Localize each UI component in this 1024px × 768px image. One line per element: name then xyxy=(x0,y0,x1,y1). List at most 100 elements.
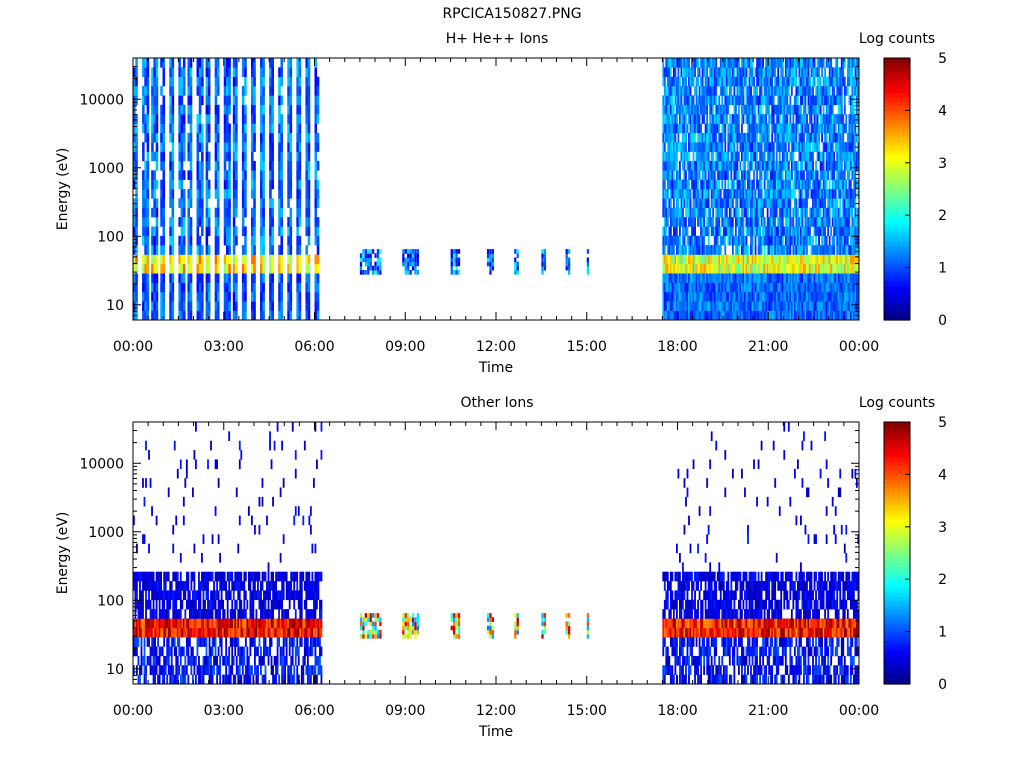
spectrogram-cell xyxy=(665,86,668,96)
spectrogram-cell xyxy=(792,254,795,265)
spectrogram-cell xyxy=(736,301,739,311)
y-tick-label: 10000 xyxy=(79,92,124,108)
spectrogram-cell xyxy=(733,263,736,274)
spectrogram-cell xyxy=(759,67,761,78)
spectrogram-cell xyxy=(707,142,710,152)
spectrogram-cell xyxy=(207,151,211,162)
spectrogram-cell xyxy=(786,263,789,274)
spectrogram-cell xyxy=(695,207,698,218)
spectrogram-cell xyxy=(235,301,238,311)
spectrogram-cell xyxy=(846,282,849,293)
spectrogram-cell xyxy=(719,291,722,302)
spectrogram-cell xyxy=(669,301,672,311)
spectrogram-cell xyxy=(765,189,768,199)
spectrogram-cell xyxy=(694,104,696,115)
spectrogram-cell xyxy=(135,170,138,180)
spectrogram-cell xyxy=(305,151,308,162)
spectrogram-cell xyxy=(694,310,696,321)
spectrogram-cell xyxy=(790,104,793,115)
spectrogram-cell xyxy=(790,310,793,321)
spectrogram-cell xyxy=(296,151,299,162)
spectrogram-cell xyxy=(809,132,811,143)
spectrogram-cell xyxy=(514,257,517,263)
spectrogram-cell xyxy=(800,273,802,283)
spectrogram-cell xyxy=(807,142,810,152)
spectrogram-cell xyxy=(136,543,138,554)
spectrogram-cell xyxy=(171,151,175,162)
spectrogram-cell xyxy=(816,58,819,68)
spectrogram-cell xyxy=(798,198,801,209)
spectrogram-cell xyxy=(839,207,842,218)
spectrogram-cell xyxy=(703,207,706,218)
spectrogram-cell xyxy=(207,179,211,190)
spectrogram-cell xyxy=(407,269,410,275)
spectrogram-cell xyxy=(728,291,731,302)
spectrogram-cell xyxy=(241,207,245,218)
spectrogram-cell xyxy=(816,301,819,311)
spectrogram-cell xyxy=(738,86,740,96)
spectrogram-cell xyxy=(688,282,690,293)
spectrogram-cell xyxy=(682,151,684,162)
spectrogram-cell xyxy=(769,151,772,162)
spectrogram-cell xyxy=(765,123,768,134)
spectrogram-cell xyxy=(724,291,727,302)
spectrogram-cell xyxy=(789,263,792,274)
spectrogram-cell xyxy=(819,207,822,218)
spectrogram-cell xyxy=(813,273,816,283)
spectrogram-cell xyxy=(695,310,698,321)
spectrogram-cell xyxy=(162,282,166,293)
spectrogram-cell xyxy=(703,132,706,143)
spectrogram-cell xyxy=(171,310,175,321)
spectrogram-cell xyxy=(715,217,718,227)
spectrogram-cell xyxy=(307,254,311,265)
spectrogram-cell xyxy=(713,245,716,255)
spectrogram-cell xyxy=(226,235,229,246)
spectrogram-cell xyxy=(216,132,220,143)
spectrogram-cell xyxy=(783,76,786,87)
spectrogram-cell xyxy=(721,263,724,274)
spectrogram-cell xyxy=(271,123,274,134)
spectrogram-cell xyxy=(713,301,716,311)
spectrogram-cell xyxy=(851,245,854,255)
spectrogram-cell xyxy=(153,263,156,274)
spectrogram-cell xyxy=(741,67,743,78)
spectrogram-cell xyxy=(663,170,666,180)
spectrogram-cell xyxy=(677,86,680,96)
spectrogram-cell xyxy=(742,142,745,152)
spectrogram-cell xyxy=(685,142,687,152)
spectrogram-cell xyxy=(718,217,721,227)
spectrogram-cell xyxy=(216,235,220,246)
y-tick-label: 100 xyxy=(97,229,124,245)
spectrogram-cell xyxy=(768,95,771,106)
spectrogram-cell xyxy=(837,170,840,180)
spectrogram-cell xyxy=(731,235,734,246)
spectrogram-cell xyxy=(851,104,854,115)
spectrogram-cell xyxy=(314,198,318,209)
spectrogram-cell xyxy=(727,58,730,68)
spectrogram-cell xyxy=(812,207,814,218)
spectrogram-cell xyxy=(816,207,819,218)
spectrogram-cell xyxy=(721,104,724,115)
spectrogram-cell xyxy=(846,76,849,87)
spectrogram-cell xyxy=(314,76,318,87)
spectrogram-cell xyxy=(738,245,740,255)
spectrogram-cell xyxy=(223,282,227,293)
spectrogram-cell xyxy=(780,217,783,227)
spectrogram-cell xyxy=(182,245,186,255)
spectrogram-cell xyxy=(135,123,138,134)
spectrogram-cell xyxy=(182,226,186,237)
spectrogram-cell xyxy=(768,245,771,255)
spectrogram-cell xyxy=(731,217,734,227)
spectrogram-cell xyxy=(824,235,827,246)
spectrogram-cell xyxy=(812,235,814,246)
spectrogram-cell xyxy=(260,226,263,237)
spectrogram-cell xyxy=(852,273,855,283)
spectrogram-cell xyxy=(774,282,777,293)
spectrogram-cell xyxy=(565,257,568,263)
spectrogram-cell xyxy=(745,104,748,115)
spectrogram-cell xyxy=(280,151,284,162)
spectrogram-cell xyxy=(232,170,236,180)
spectrogram-cell xyxy=(831,245,834,255)
spectrogram-cell xyxy=(189,273,193,283)
spectrogram-cell xyxy=(296,76,299,87)
